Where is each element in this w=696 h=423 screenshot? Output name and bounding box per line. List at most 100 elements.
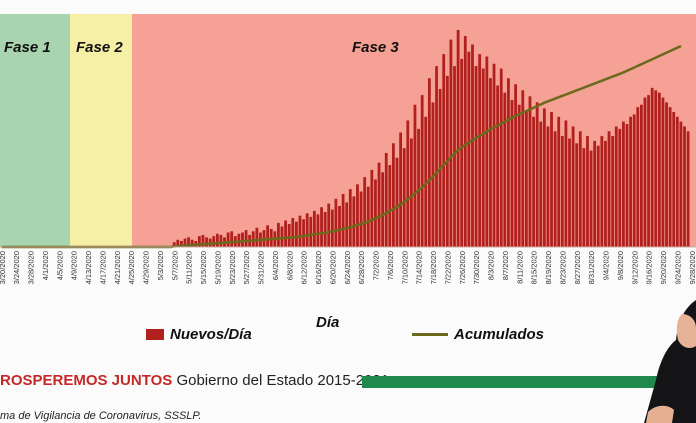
- bar: [266, 225, 270, 247]
- bar: [363, 177, 367, 247]
- bar: [593, 140, 597, 247]
- bar: [564, 120, 568, 247]
- legend-line-swatch: [412, 333, 448, 336]
- bar: [381, 172, 385, 247]
- bar: [309, 216, 313, 247]
- slogan-text: ROSPEREMOS JUNTOS: [0, 372, 173, 389]
- bar: [374, 179, 377, 247]
- bar: [294, 221, 298, 247]
- bar: [255, 227, 259, 247]
- bar: [348, 189, 352, 247]
- bar: [392, 143, 395, 247]
- bar: [578, 131, 582, 247]
- x-tick-label: 9/8/2020: [616, 251, 625, 280]
- bar: [298, 215, 302, 247]
- x-tick-label: 7/10/2020: [400, 251, 409, 284]
- bar: [654, 90, 658, 247]
- x-tick-label: 7/2/2020: [372, 251, 381, 280]
- bar: [589, 150, 593, 247]
- bar: [327, 203, 331, 247]
- x-tick-label: 5/23/2020: [228, 251, 237, 284]
- bar: [399, 132, 402, 247]
- x-tick-labels: 3/20/2020 3/24/2020 3/28/2020 4/1/2020 4/5/2…: [0, 251, 696, 284]
- bar: [366, 186, 370, 247]
- bar: [611, 136, 615, 247]
- bar: [431, 102, 435, 247]
- x-tick-label: 4/29/2020: [142, 251, 151, 284]
- bar: [582, 148, 586, 247]
- x-tick-label: 3/24/2020: [12, 251, 21, 284]
- x-tick-label: 6/28/2020: [357, 251, 366, 284]
- x-tick-label: 9/20/2020: [659, 251, 668, 284]
- bar: [657, 92, 661, 247]
- bar: [338, 206, 341, 247]
- bar: [287, 224, 291, 247]
- bar: [384, 152, 388, 247]
- bar: [330, 209, 334, 247]
- x-tick-label: 5/7/2020: [170, 251, 179, 280]
- x-axis-title: Día: [316, 314, 340, 331]
- x-tick-label: 8/31/2020: [587, 251, 596, 284]
- x-tick-label: 6/24/2020: [343, 251, 352, 284]
- bar: [230, 231, 234, 247]
- bar: [571, 126, 575, 247]
- bar: [442, 54, 446, 247]
- bar: [420, 95, 424, 247]
- bar: [683, 126, 686, 247]
- bar: [190, 239, 194, 247]
- x-tick-label: 7/6/2020: [386, 251, 395, 280]
- bar: [643, 97, 647, 247]
- bar: [345, 202, 349, 247]
- bar: [625, 124, 629, 247]
- x-tick-label: 9/24/2020: [673, 251, 682, 284]
- bar: [481, 68, 485, 247]
- bar: [485, 56, 489, 247]
- x-tick-label: 3/20/2020: [0, 251, 7, 284]
- bar: [388, 165, 392, 247]
- bar: [409, 138, 413, 247]
- x-tick-label: 4/13/2020: [84, 251, 93, 284]
- bar: [557, 116, 561, 247]
- bar-series: [172, 30, 690, 248]
- x-tick-label: 9/28/2020: [688, 251, 696, 284]
- x-tick-label: 9/4/2020: [602, 251, 611, 280]
- bar: [535, 102, 539, 247]
- bar: [614, 126, 618, 247]
- bar: [586, 136, 589, 247]
- x-tick-label: 8/19/2020: [544, 251, 553, 284]
- bar: [305, 213, 309, 247]
- bar: [456, 30, 460, 247]
- x-tick-label: 4/17/2020: [98, 251, 107, 284]
- x-tick-label: 3/28/2020: [27, 251, 36, 284]
- x-tick-label: 7/18/2020: [429, 251, 438, 284]
- bar: [212, 236, 216, 247]
- x-tick-label: 8/3/2020: [487, 251, 496, 280]
- bar: [524, 111, 528, 247]
- bar: [205, 237, 208, 247]
- bar: [618, 128, 622, 247]
- bar: [427, 78, 431, 247]
- bar: [661, 97, 665, 247]
- bar: [521, 90, 525, 247]
- bar: [532, 116, 535, 247]
- bar: [197, 236, 201, 247]
- bar: [517, 104, 521, 248]
- bar: [668, 107, 672, 247]
- x-tick-label: 7/22/2020: [443, 251, 452, 284]
- bar: [463, 36, 467, 247]
- bar: [686, 131, 690, 247]
- bar: [539, 121, 543, 247]
- bar: [553, 131, 557, 247]
- x-tick-label: 6/20/2020: [328, 251, 337, 284]
- bar: [402, 148, 406, 247]
- x-tick-label: 6/4/2020: [271, 251, 280, 280]
- bar: [359, 191, 363, 247]
- bar: [604, 140, 607, 247]
- government-text: Gobierno del Estado 2015-2021: [176, 372, 390, 389]
- x-tick-label: 4/5/2020: [55, 251, 64, 280]
- bar: [679, 121, 683, 247]
- bar: [636, 107, 640, 247]
- bar: [187, 237, 190, 247]
- bar: [312, 210, 316, 247]
- bar: [406, 120, 410, 247]
